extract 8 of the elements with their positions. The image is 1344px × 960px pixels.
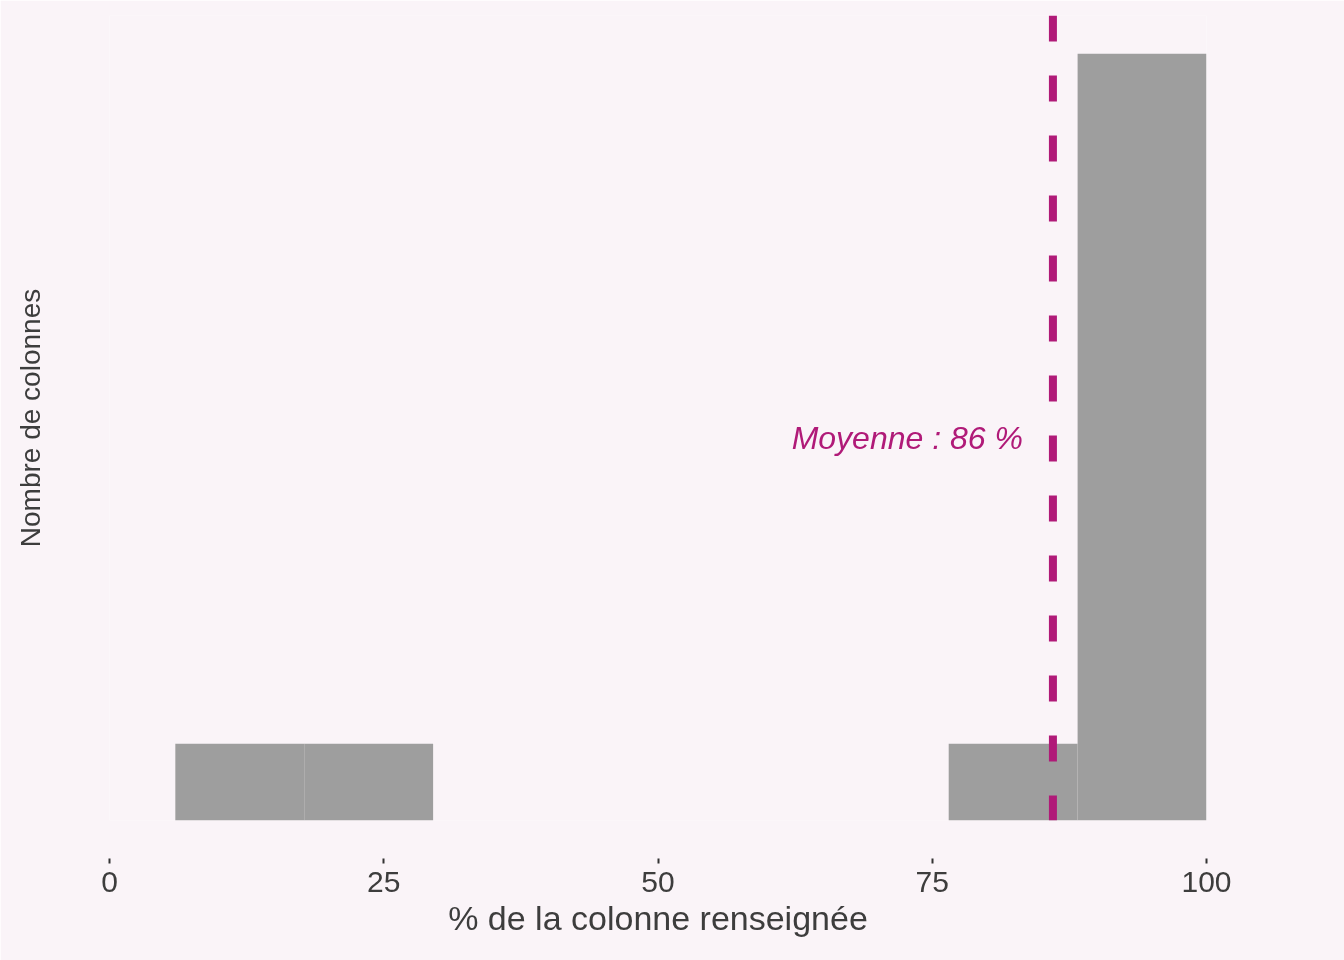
x-tick-label: 75 <box>915 864 949 898</box>
x-axis-title: % de la colonne renseignée <box>448 898 868 937</box>
x-tick-label: 25 <box>367 864 401 898</box>
x-tick-label: 50 <box>641 864 675 898</box>
x-tick-label: 0 <box>101 864 118 898</box>
ref-line-label: Moyenne : 86 % <box>791 420 1023 456</box>
y-axis-title: Nombre de colonnes <box>14 288 46 548</box>
x-tick-label: 100 <box>1181 864 1232 898</box>
